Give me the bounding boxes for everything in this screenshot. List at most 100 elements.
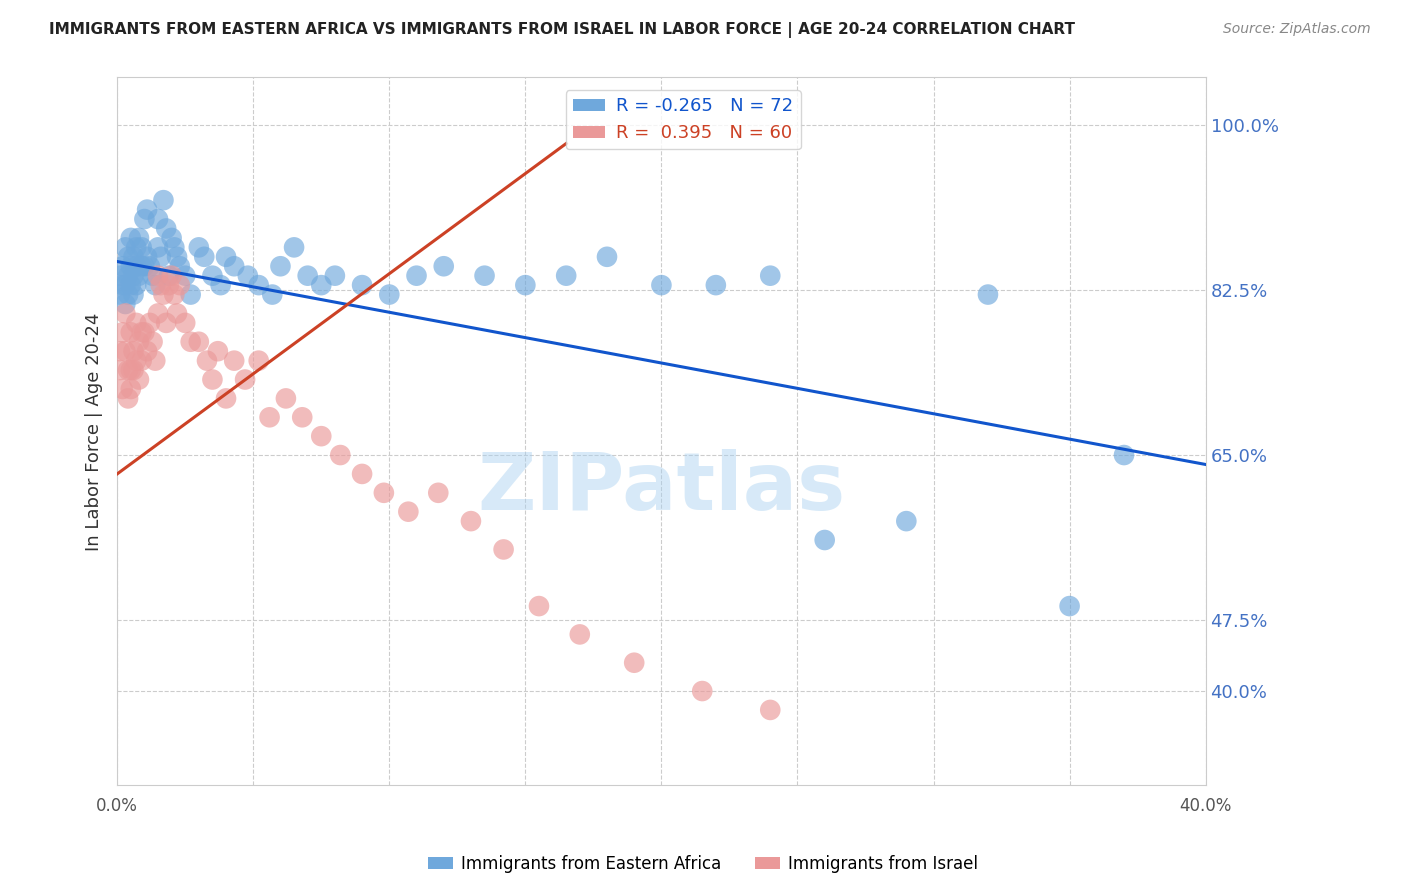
- Point: [157, 268, 180, 283]
- Point: [224, 259, 246, 273]
- Point: [555, 268, 578, 283]
- Point: [146, 240, 169, 254]
- Point: [122, 250, 145, 264]
- Point: [122, 363, 145, 377]
- Point: [291, 410, 314, 425]
- Point: [108, 287, 131, 301]
- Point: [114, 306, 136, 320]
- Point: [128, 268, 150, 283]
- Point: [108, 344, 131, 359]
- Point: [146, 268, 169, 283]
- Point: [120, 363, 142, 377]
- Point: [195, 353, 218, 368]
- Point: [122, 344, 145, 359]
- Point: [160, 268, 183, 283]
- Point: [155, 316, 177, 330]
- Point: [125, 316, 148, 330]
- Point: [131, 353, 153, 368]
- Point: [146, 306, 169, 320]
- Point: [193, 250, 215, 264]
- Point: [163, 240, 186, 254]
- Point: [146, 212, 169, 227]
- Point: [149, 250, 172, 264]
- Point: [650, 278, 672, 293]
- Point: [1112, 448, 1135, 462]
- Point: [134, 212, 156, 227]
- Point: [117, 268, 139, 283]
- Point: [209, 278, 232, 293]
- Point: [117, 363, 139, 377]
- Point: [131, 259, 153, 273]
- Point: [166, 250, 188, 264]
- Point: [125, 240, 148, 254]
- Point: [759, 268, 782, 283]
- Point: [215, 250, 238, 264]
- Point: [120, 231, 142, 245]
- Point: [111, 382, 134, 396]
- Point: [215, 392, 238, 406]
- Point: [120, 278, 142, 293]
- Text: Source: ZipAtlas.com: Source: ZipAtlas.com: [1223, 22, 1371, 37]
- Point: [373, 485, 395, 500]
- Point: [160, 231, 183, 245]
- Point: [207, 344, 229, 359]
- Point: [405, 268, 427, 283]
- Point: [1059, 599, 1081, 613]
- Point: [396, 505, 419, 519]
- Point: [690, 684, 713, 698]
- Point: [169, 278, 191, 293]
- Point: [131, 326, 153, 340]
- Point: [122, 268, 145, 283]
- Point: [515, 278, 537, 293]
- Point: [128, 231, 150, 245]
- Point: [136, 344, 159, 359]
- Point: [120, 326, 142, 340]
- Point: [427, 485, 450, 500]
- Point: [120, 259, 142, 273]
- Point: [352, 467, 374, 481]
- Point: [187, 334, 209, 349]
- Point: [460, 514, 482, 528]
- Point: [474, 268, 496, 283]
- Point: [125, 259, 148, 273]
- Point: [814, 533, 837, 547]
- Point: [111, 259, 134, 273]
- Point: [596, 250, 619, 264]
- Point: [378, 287, 401, 301]
- Point: [169, 259, 191, 273]
- Point: [187, 240, 209, 254]
- Point: [166, 306, 188, 320]
- Point: [180, 287, 202, 301]
- Point: [163, 287, 186, 301]
- Point: [134, 326, 156, 340]
- Point: [142, 268, 165, 283]
- Point: [274, 392, 297, 406]
- Point: [131, 240, 153, 254]
- Point: [142, 334, 165, 349]
- Point: [117, 287, 139, 301]
- Point: [122, 287, 145, 301]
- Point: [128, 334, 150, 349]
- Legend: Immigrants from Eastern Africa, Immigrants from Israel: Immigrants from Eastern Africa, Immigran…: [422, 848, 984, 880]
- Point: [152, 287, 174, 301]
- Point: [269, 259, 291, 273]
- Point: [259, 410, 281, 425]
- Point: [329, 448, 352, 462]
- Point: [114, 278, 136, 293]
- Legend: R = -0.265   N = 72, R =  0.395   N = 60: R = -0.265 N = 72, R = 0.395 N = 60: [565, 90, 800, 150]
- Point: [323, 268, 346, 283]
- Point: [233, 372, 256, 386]
- Point: [117, 250, 139, 264]
- Point: [759, 703, 782, 717]
- Point: [111, 326, 134, 340]
- Point: [111, 278, 134, 293]
- Point: [125, 278, 148, 293]
- Point: [117, 392, 139, 406]
- Point: [136, 202, 159, 217]
- Point: [180, 334, 202, 349]
- Point: [157, 278, 180, 293]
- Point: [311, 278, 333, 293]
- Point: [155, 221, 177, 235]
- Text: IMMIGRANTS FROM EASTERN AFRICA VS IMMIGRANTS FROM ISRAEL IN LABOR FORCE | AGE 20: IMMIGRANTS FROM EASTERN AFRICA VS IMMIGR…: [49, 22, 1076, 38]
- Point: [224, 353, 246, 368]
